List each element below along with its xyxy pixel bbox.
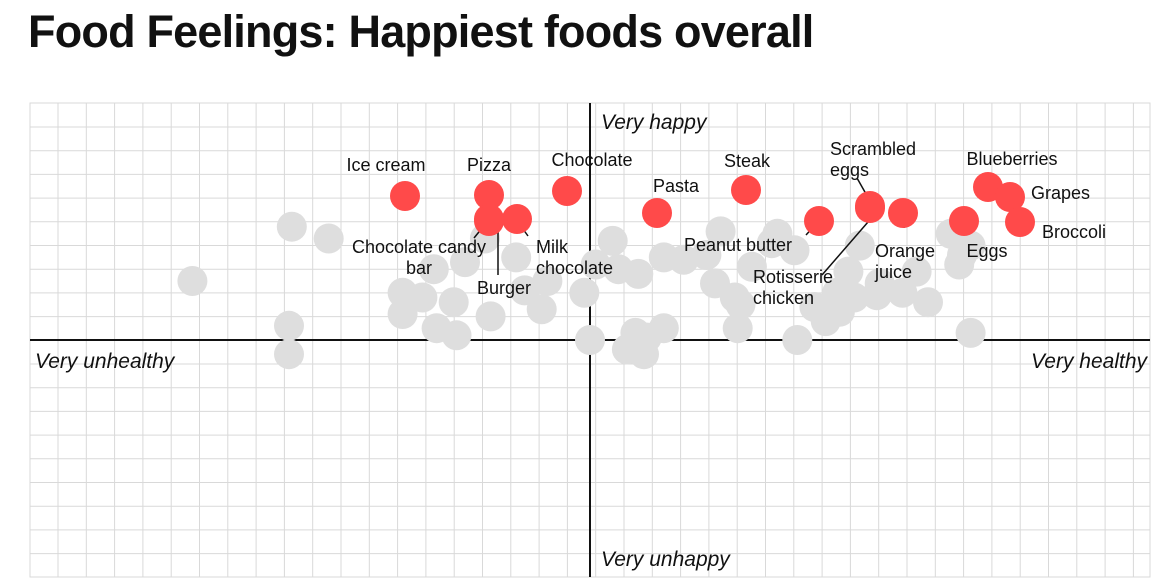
food-labels: Ice cream Pizza Chocolate Pasta Steak Scrambl…: [346, 139, 1106, 308]
food-label-chocolate: Chocolate: [551, 150, 632, 170]
other-food-point: [648, 313, 679, 344]
chart-title: Food Feelings: Happiest foods overall: [28, 6, 814, 57]
other-food-point: [887, 277, 918, 308]
other-food-point: [722, 313, 753, 344]
food-point-pasta: [642, 198, 672, 228]
other-food-point: [276, 211, 307, 242]
other-food-point: [177, 266, 208, 296]
food-label-peanut-butter: Peanut butter: [684, 235, 792, 255]
other-food-point: [313, 223, 344, 254]
food-label-grapes: Grapes: [1031, 183, 1090, 203]
y-label-top: Very happy: [601, 111, 708, 134]
other-food-point: [668, 244, 699, 275]
other-food-point: [274, 310, 304, 341]
food-label-scrambled-eggs: Scrambled eggs: [830, 139, 916, 180]
other-food-point: [501, 242, 532, 273]
other-food-point: [839, 282, 870, 313]
food-point-grapes: [995, 182, 1025, 212]
other-food-point: [418, 254, 449, 285]
other-food-point: [580, 249, 611, 280]
other-food-point: [475, 301, 506, 332]
food-point-milk-chocolate: [502, 204, 532, 234]
other-food-point: [756, 228, 787, 259]
other-food-point: [719, 282, 750, 313]
food-label-orange-juice: Orange juice: [874, 241, 935, 282]
food-point-chocolate-candy-bar: [474, 206, 504, 236]
other-food-point: [705, 216, 736, 247]
other-food-point: [438, 287, 469, 318]
other-food-point: [450, 247, 480, 278]
food-label-blueberries: Blueberries: [966, 149, 1057, 169]
food-point-orange-juice: [888, 198, 918, 228]
other-food-point: [844, 230, 875, 261]
x-label-left: Very unhealthy: [35, 350, 176, 373]
food-label-rotisserie-chicken: Rotisserie chicken: [753, 267, 833, 308]
other-foods: [177, 211, 986, 370]
other-food-point: [955, 317, 986, 348]
x-label-right: Very healthy: [1031, 350, 1148, 373]
other-food-point: [597, 225, 628, 256]
y-label-bottom: Very unhappy: [601, 548, 731, 571]
food-label-pasta: Pasta: [653, 176, 700, 196]
other-food-point: [569, 277, 600, 308]
food-label-broccoli: Broccoli: [1042, 222, 1106, 242]
other-food-point: [944, 249, 975, 280]
food-label-steak: Steak: [724, 151, 771, 171]
food-label-pizza: Pizza: [467, 155, 512, 175]
food-label-eggs: Eggs: [966, 241, 1007, 261]
food-point-pizza: [474, 180, 504, 210]
other-food-point: [833, 256, 864, 287]
food-point-ice-cream: [390, 181, 420, 211]
other-food-point: [736, 251, 767, 282]
other-food-point: [779, 235, 810, 266]
food-point-chocolate: [552, 176, 582, 206]
food-point-rotisserie-chicken: [855, 191, 885, 221]
other-food-point: [387, 299, 418, 329]
other-food-point: [913, 287, 943, 318]
other-food-point: [691, 240, 722, 270]
food-label-burger: Burger: [477, 278, 531, 298]
other-food-point: [526, 294, 557, 325]
food-point-steak: [731, 175, 761, 205]
other-food-point: [441, 320, 472, 351]
other-food-point: [861, 280, 892, 311]
food-point-peanut-butter: [804, 206, 834, 236]
food-label-chocolate-candy-bar: Chocolate candy bar: [352, 237, 486, 278]
other-food-point: [782, 325, 813, 355]
other-food-point: [407, 282, 438, 313]
highlighted-foods: [390, 172, 1035, 237]
other-food-point: [575, 325, 605, 355]
other-food-point: [532, 266, 563, 296]
food-label-milk-chocolate: Milk chocolate: [536, 237, 613, 278]
other-food-point: [623, 258, 654, 289]
food-label-ice-cream: Ice cream: [346, 155, 425, 175]
other-food-point: [901, 256, 932, 287]
other-food-point: [274, 339, 304, 370]
food-point-broccoli: [1005, 207, 1035, 237]
leader-line: [821, 221, 869, 276]
food-point-eggs: [949, 206, 979, 236]
